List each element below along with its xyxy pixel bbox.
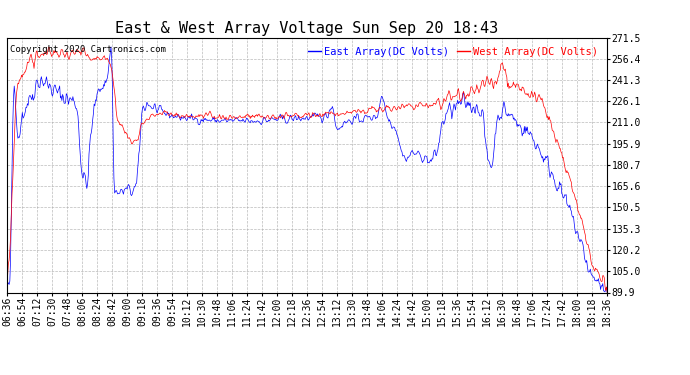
Title: East & West Array Voltage Sun Sep 20 18:43: East & West Array Voltage Sun Sep 20 18:… bbox=[115, 21, 499, 36]
Text: Copyright 2020 Cartronics.com: Copyright 2020 Cartronics.com bbox=[10, 45, 166, 54]
Legend: East Array(DC Volts), West Array(DC Volts): East Array(DC Volts), West Array(DC Volt… bbox=[304, 43, 602, 61]
